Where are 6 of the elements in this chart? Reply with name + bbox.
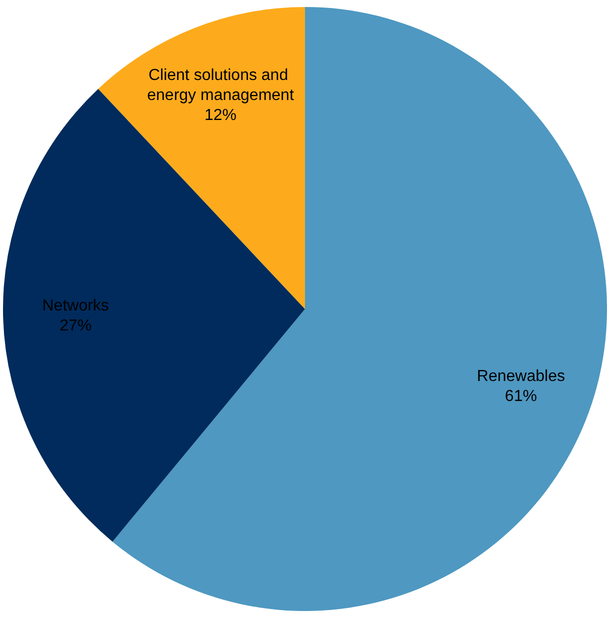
data-label: 12%: [204, 107, 237, 124]
data-label: 61%: [504, 388, 537, 406]
data-label: 27%: [60, 318, 92, 335]
slice-label: Client solutions and energy management: [147, 67, 294, 104]
slice-label: Networks: [42, 298, 109, 315]
slice-label: Renewables: [476, 368, 565, 386]
